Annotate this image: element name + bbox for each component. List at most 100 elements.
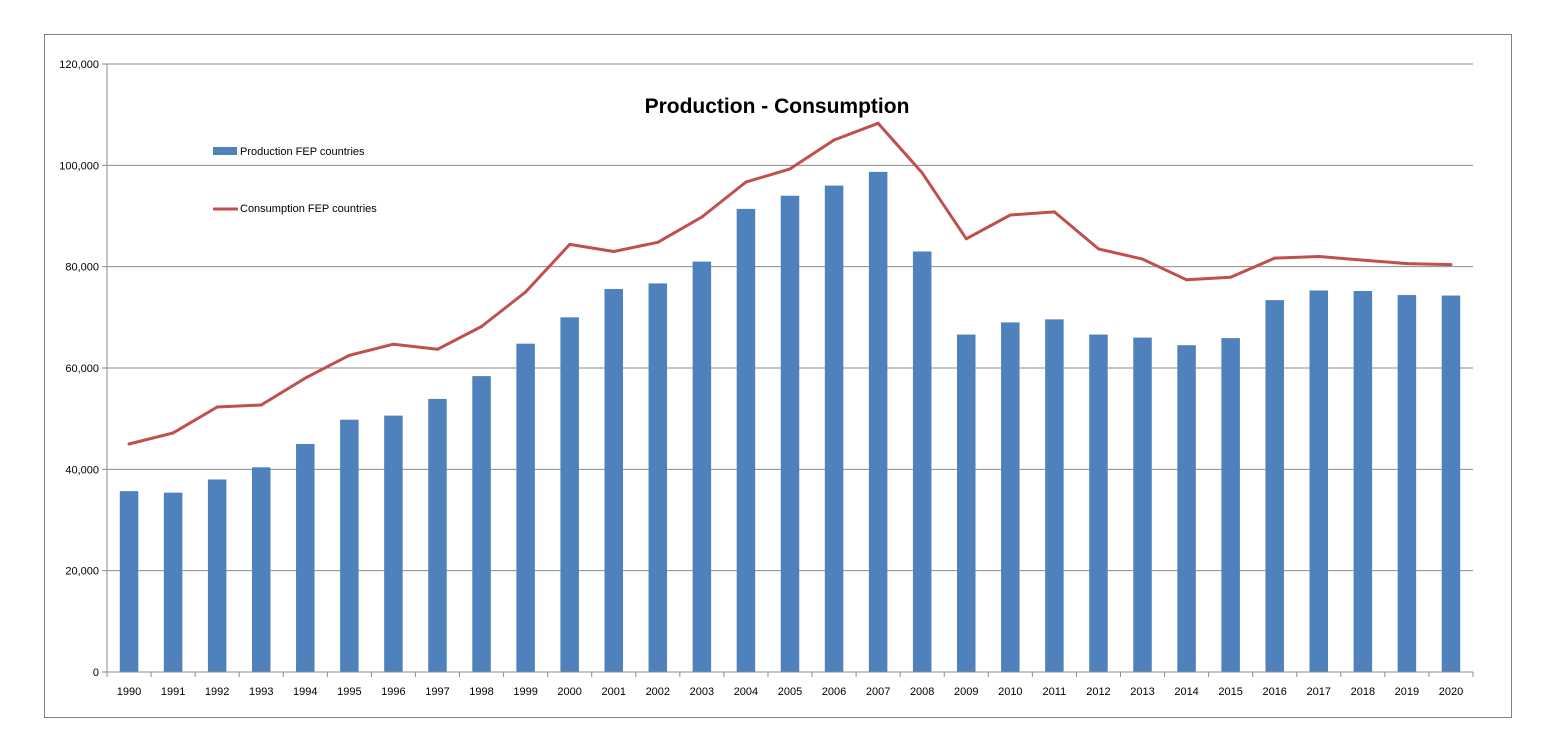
production-bar [604,288,623,672]
consumption-point [920,171,924,175]
consumption-point [1361,258,1365,262]
x-tick-label: 1991 [161,686,185,698]
production-bar [1221,338,1240,672]
x-tick-label: 2006 [822,686,846,698]
axes [106,64,1474,677]
x-tick-label: 1992 [205,686,229,698]
consumption-point [1405,262,1409,266]
production-bar [163,492,183,672]
consumption-point [1141,257,1145,261]
production-bar [1265,300,1284,672]
consumption-point [259,403,263,407]
production-bar [1001,322,1020,672]
production-bar [824,185,844,672]
x-tick-label: 2000 [557,686,581,698]
legend-label-production: Production FEP countries [240,146,365,158]
chart-title: Production - Consumption [645,95,910,118]
x-tick-label: 2017 [1307,686,1331,698]
x-tick-label: 1995 [337,686,361,698]
consumption-point [480,324,484,328]
consumption-point [964,237,968,241]
consumption-point [1449,263,1453,267]
x-tick-label: 2015 [1218,686,1242,698]
production-bar [1133,337,1152,672]
production-bar [648,283,668,672]
consumption-point [524,290,528,294]
x-tick-label: 2003 [690,686,714,698]
consumption-point [700,215,704,219]
consumption-point [1096,247,1100,251]
production-bar [207,479,227,672]
production-bar [1089,334,1108,672]
consumption-point [1317,255,1321,259]
production-bar [1309,290,1329,672]
consumption-point [1273,256,1277,260]
y-tick-label: 0 [93,667,99,679]
x-tick-label: 2020 [1439,686,1463,698]
x-tick-label: 2016 [1262,686,1286,698]
consumption-point [744,180,748,184]
x-tick-labels: 1990 1991 1992 1993 1994 1995 1996 1997 1998 1999… [117,686,1463,698]
production-bar [1045,319,1064,672]
x-tick-label: 2004 [734,686,758,698]
consumption-point [1052,210,1056,214]
chart-frame: 0 20,000 40,000 60,000 80,000 100,000 120,000 … [44,34,1512,718]
x-tick-label: 2008 [910,686,934,698]
legend-item-production: Production FEP countries [213,146,365,158]
consumption-point [391,342,395,346]
x-tick-label: 2009 [954,686,978,698]
consumption-point [303,376,307,380]
consumption-point [435,347,439,351]
production-bar [560,317,579,672]
x-tick-label: 1997 [425,686,449,698]
y-tick-label: 100,000 [59,160,99,172]
production-bar [1397,295,1417,672]
consumption-point [1229,275,1233,279]
consumption-point [612,249,616,253]
production-bar [119,491,139,672]
consumption-point [832,138,836,142]
consumption-point [1185,278,1189,282]
line-series [127,121,1453,446]
production-bar [296,444,315,672]
x-tick-label: 2018 [1351,686,1375,698]
consumption-point [215,405,219,409]
production-bar [1177,345,1196,672]
consumption-point [347,353,351,357]
legend-swatch-production [213,147,237,155]
production-bar [251,467,271,672]
y-tick-label: 120,000 [59,59,99,71]
production-bar [780,195,800,672]
y-tick-labels: 0 20,000 40,000 60,000 80,000 100,000 120,000 [59,59,99,679]
x-tick-label: 1993 [249,686,273,698]
production-bar [472,376,491,672]
x-tick-label: 2019 [1395,686,1419,698]
x-tick-label: 2007 [866,686,890,698]
y-tick-label: 60,000 [65,363,99,375]
x-tick-label: 2013 [1130,686,1154,698]
consumption-point [127,442,131,446]
production-bar [736,208,756,672]
production-bar [868,171,888,673]
production-bar [384,415,403,672]
y-tick-label: 20,000 [65,566,99,578]
production-bar [340,419,359,672]
production-bar [692,261,712,672]
production-bar [912,251,932,672]
x-tick-label: 1999 [513,686,537,698]
bar-series [119,171,1461,673]
y-tick-label: 80,000 [65,262,99,274]
x-tick-label: 2001 [601,686,625,698]
consumption-point [876,121,880,125]
legend-item-consumption: Consumption FEP countries [213,203,377,215]
legend: Production FEP countries Consumption FEP… [213,146,377,215]
production-bar [516,343,535,672]
legend-label-consumption: Consumption FEP countries [240,203,377,215]
x-tick-label: 2014 [1174,686,1198,698]
consumption-point [171,431,175,435]
consumption-point [656,240,660,244]
chart-svg: 020,00040,00060,00080,000100,000120,000 … [59,59,1474,698]
consumption-point [568,242,572,246]
x-tick-label: 1990 [117,686,141,698]
x-tick-label: 1994 [293,686,317,698]
